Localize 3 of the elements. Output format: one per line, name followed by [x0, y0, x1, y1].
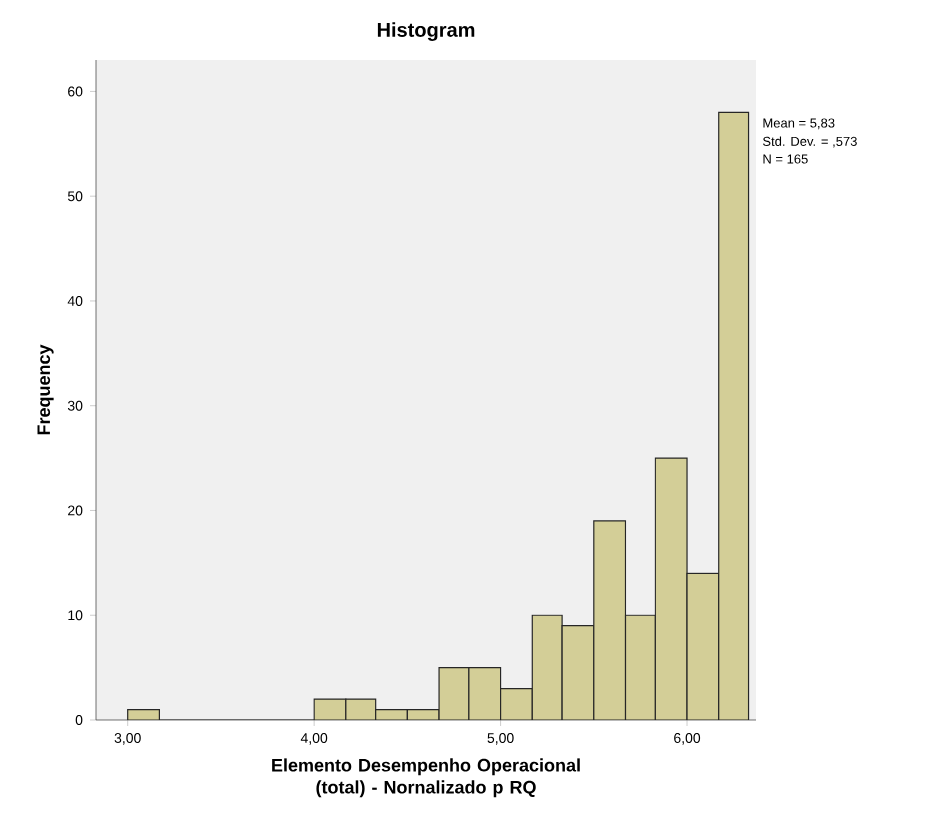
- x-axis-title: Elemento Desempenho Operacional (total) - Nornalizado p RQ: [272, 758, 580, 798]
- chart-title: Histogram: [377, 22, 475, 41]
- y-axis-title: Frequency: [37, 344, 54, 435]
